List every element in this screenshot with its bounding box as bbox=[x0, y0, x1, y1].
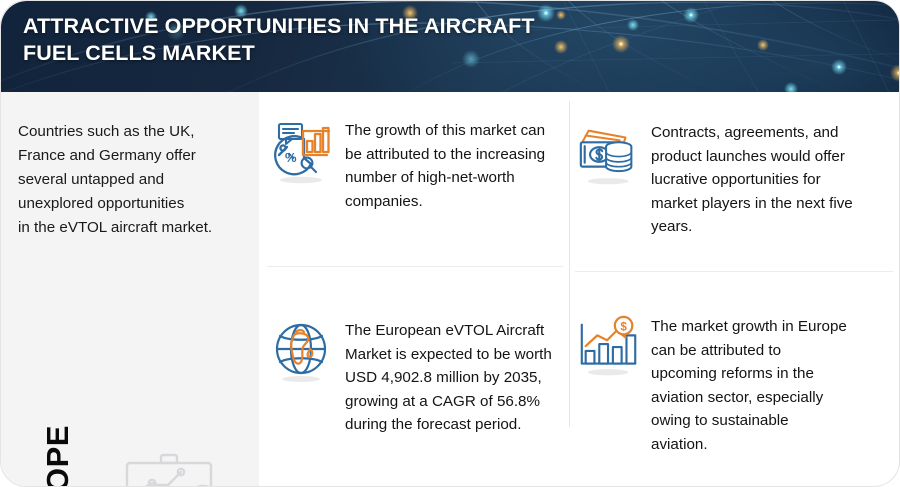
globe-europe-africa-icon bbox=[275, 323, 327, 382]
region-intro-text: Countries such as the UK, France and Ger… bbox=[18, 123, 213, 236]
vertical-divider bbox=[569, 101, 570, 427]
analytics-percentage-barchart-icon: % bbox=[273, 122, 331, 184]
svg-text:$: $ bbox=[620, 321, 627, 334]
horizontal-divider-right bbox=[575, 271, 893, 272]
svg-text:%: % bbox=[285, 150, 297, 165]
growth-barchart-dollar-icon: $ bbox=[580, 315, 637, 376]
insight-cell-reforms: $ The market growth in Europe can be att… bbox=[575, 313, 895, 456]
insight-text-contracts: Contracts, agreements, and product launc… bbox=[651, 124, 853, 235]
money-cash-coins-icon bbox=[579, 129, 633, 185]
insight-cell-forecast: The European eVTOL Aircraft Market is ex… bbox=[267, 317, 567, 437]
left-region-panel: Countries such as the UK, France and Ger… bbox=[1, 92, 259, 486]
insight-text-growth: The growth of this market can be attribu… bbox=[345, 122, 546, 210]
network-lines-decoration bbox=[1, 1, 899, 92]
insight-text-reforms: The market growth in Europe can be attri… bbox=[651, 318, 847, 453]
horizontal-divider-left bbox=[267, 266, 563, 267]
insight-text-forecast: The European eVTOL Aircraft Market is ex… bbox=[345, 322, 552, 433]
presentation-chart-search-icon bbox=[125, 453, 213, 486]
insight-cell-growth: % The growth of this market can be attri… bbox=[267, 117, 567, 213]
region-label-europe: EUROPE bbox=[40, 425, 76, 486]
page-title: ATTRACTIVE OPPORTUNITIES IN THE AIRCRAFT… bbox=[23, 14, 535, 65]
header-banner: ATTRACTIVE OPPORTUNITIES IN THE AIRCRAFT… bbox=[1, 1, 899, 92]
insight-cell-contracts: Contracts, agreements, and product launc… bbox=[575, 119, 895, 239]
